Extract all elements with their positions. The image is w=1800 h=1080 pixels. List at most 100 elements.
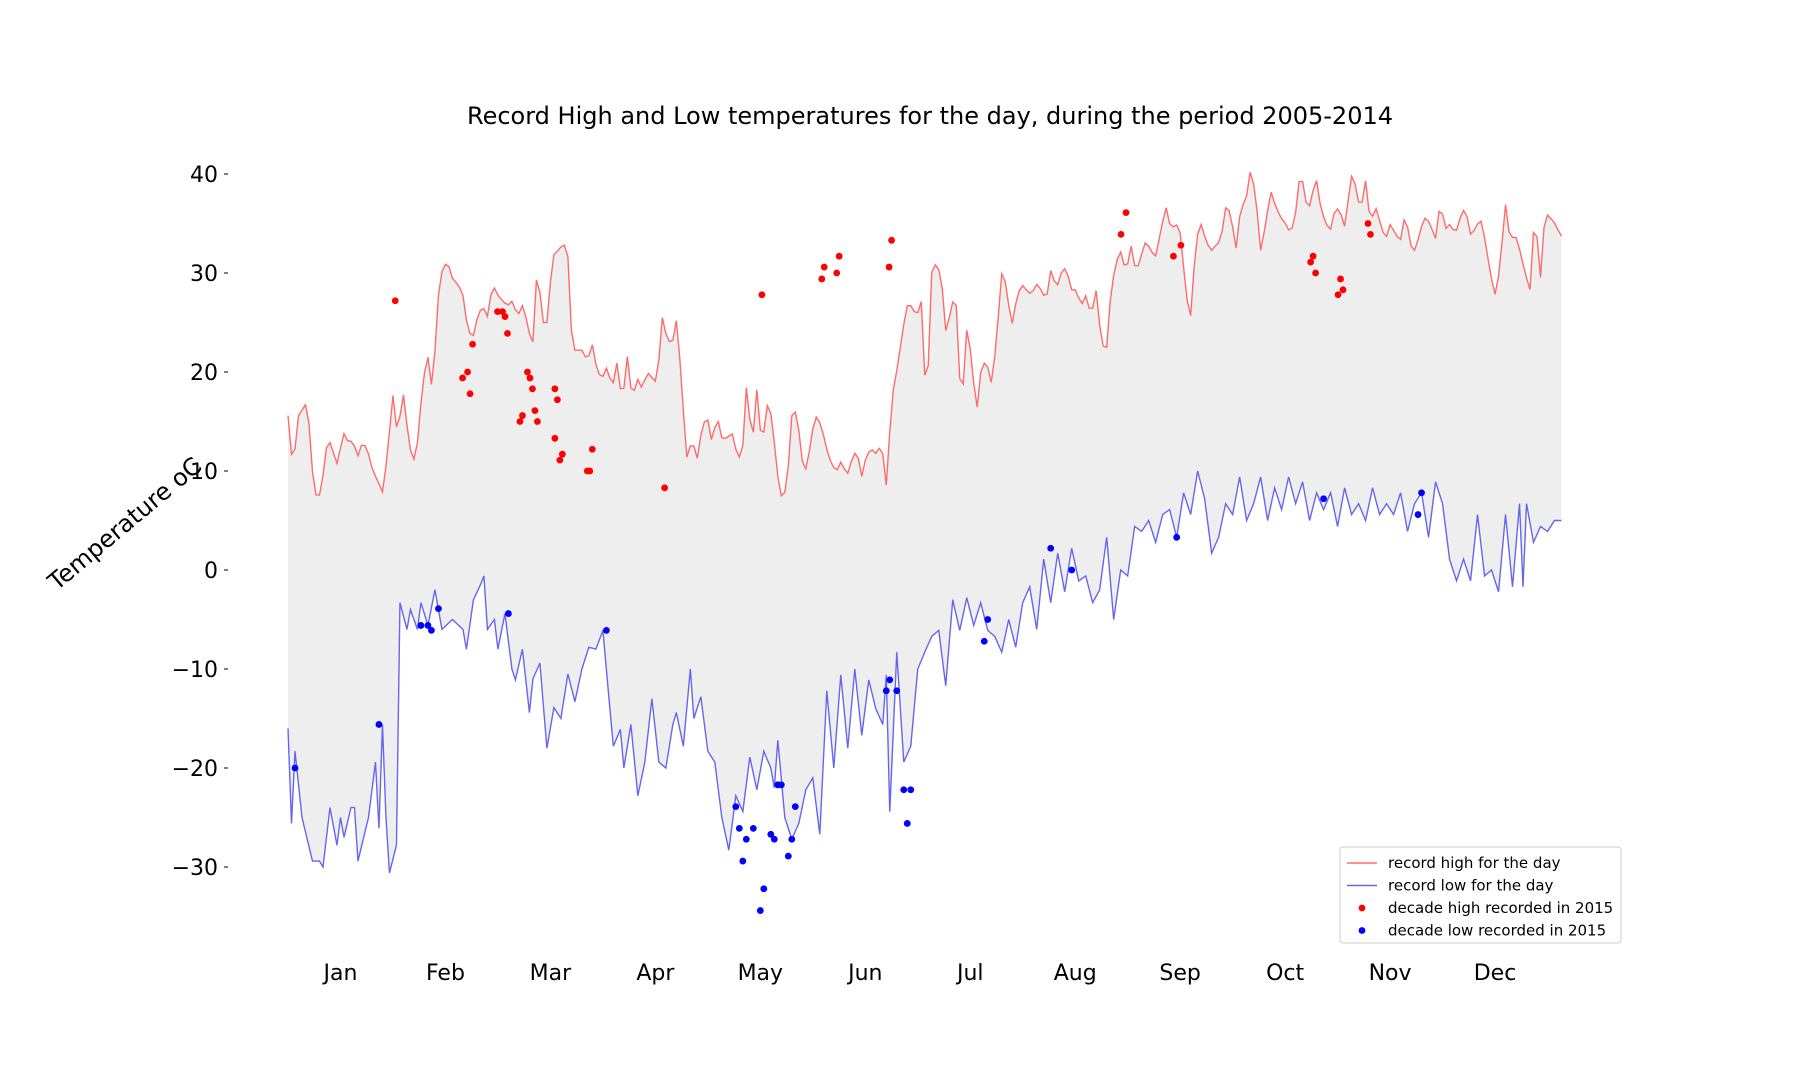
- low-2015-point: [735, 824, 743, 832]
- low-2015-point: [375, 721, 383, 728]
- low-2015-point: [788, 835, 796, 843]
- y-tick-label: 40: [190, 163, 218, 188]
- high-2015-point: [885, 263, 893, 271]
- y-tick-label: −10: [172, 658, 218, 683]
- high-2015-point: [833, 269, 841, 277]
- low-2015-point: [893, 687, 901, 695]
- high-2015-point: [553, 396, 561, 404]
- low-2015-point: [1418, 489, 1425, 497]
- x-tick-label: Dec: [1474, 961, 1517, 986]
- x-tick-label: Oct: [1266, 961, 1304, 986]
- low-2015-point: [767, 830, 775, 838]
- low-2015-point: [886, 676, 894, 684]
- legend-entry-label: record high for the day: [1388, 854, 1561, 872]
- high-2015-point: [1337, 275, 1344, 283]
- high-2015-point: [469, 340, 476, 348]
- high-2015-point: [1170, 252, 1177, 260]
- high-2015-point: [504, 329, 511, 337]
- x-tick-label: Apr: [636, 961, 675, 986]
- high-2015-point: [661, 484, 669, 492]
- low-2015-point: [739, 857, 747, 865]
- low-2015-point: [749, 824, 757, 832]
- y-tick-label: 30: [190, 262, 218, 287]
- y-axis-label: Temperature oC: [42, 452, 207, 597]
- legend-entry-label: decade low recorded in 2015: [1388, 922, 1606, 940]
- high-2015-point: [459, 374, 466, 382]
- record-low-line: [287, 470, 1562, 874]
- x-tick-label: Mar: [530, 961, 572, 986]
- x-tick-label: Jan: [322, 961, 358, 986]
- high-2015-point: [551, 434, 559, 442]
- high-2015-point: [888, 236, 895, 244]
- high-2015-point: [558, 450, 566, 458]
- high-2015-point: [1334, 291, 1342, 299]
- high-2015-point: [391, 297, 399, 305]
- low-2015-point: [428, 626, 435, 634]
- range-fill-area: [288, 172, 1562, 873]
- low-2015-point: [1047, 544, 1055, 552]
- low-2015-point: [984, 616, 992, 623]
- high-2015-point: [818, 275, 826, 283]
- low-2015-point: [742, 835, 750, 843]
- low-2015-point: [756, 907, 764, 914]
- high-2015-point: [758, 291, 766, 299]
- high-2015-point: [588, 445, 596, 453]
- low-2015-point: [602, 626, 610, 634]
- high-2015-point: [820, 263, 828, 271]
- low-2015-point: [770, 835, 778, 843]
- high-2015-point: [586, 467, 594, 475]
- low-2015-point: [1173, 533, 1181, 541]
- high-2015-point: [1339, 286, 1347, 294]
- x-tick-label: May: [738, 961, 783, 986]
- low-2015-point: [1068, 566, 1076, 574]
- high-2015-point: [516, 418, 524, 425]
- low-2015-point: [791, 803, 799, 811]
- chart-title: Record High and Low temperatures for the…: [467, 102, 1393, 130]
- low-2015-point: [732, 803, 740, 811]
- low-2015-point: [980, 637, 988, 645]
- high-2015-point: [835, 252, 843, 260]
- high-2015-point: [1117, 230, 1125, 238]
- low-2015-point: [505, 610, 512, 617]
- record-low-line-group: [287, 470, 1562, 874]
- legend: record high for the day record low for th…: [1339, 846, 1622, 944]
- y-tick-label: −30: [172, 856, 218, 881]
- low-2015-point: [882, 687, 890, 695]
- high-2015-point: [1122, 209, 1130, 217]
- low-2015-point: [784, 852, 792, 860]
- legend-entry-label: record low for the day: [1388, 877, 1554, 895]
- low-2015-point: [1414, 511, 1422, 518]
- low-2015-point: [760, 885, 768, 893]
- high-2015-point: [531, 407, 539, 415]
- high-2015-point: [466, 390, 474, 398]
- low-2015-point: [903, 820, 911, 827]
- x-tick-label: Nov: [1369, 961, 1412, 986]
- y-tick-label: 10: [190, 460, 218, 485]
- high-2015-point: [1177, 241, 1185, 249]
- record-high-line-group: [287, 172, 1563, 498]
- high-2015-point: [501, 313, 509, 320]
- low-2015-point: [435, 605, 442, 613]
- x-tick-label: Jun: [846, 961, 882, 986]
- high-2015-point: [1309, 252, 1317, 260]
- legend-entry-label: decade high recorded in 2015: [1388, 899, 1613, 917]
- x-tick-label: Aug: [1054, 961, 1097, 986]
- high-2015-point: [556, 456, 564, 464]
- legend-dot-swatch: [1358, 927, 1366, 934]
- high-2015-point: [1307, 258, 1314, 266]
- low-2015-point: [900, 786, 908, 794]
- low-2015-point: [1320, 495, 1327, 503]
- low-2015-point: [424, 622, 432, 629]
- high-2015-point: [551, 385, 559, 393]
- low-2015-point: [417, 622, 425, 629]
- y-tick-label: −20: [172, 757, 218, 782]
- x-axis: Jan Feb Mar Apr May Jun Jul Aug Sep Oct Nov Dec: [322, 961, 1517, 986]
- high-2015-point: [494, 308, 501, 316]
- high-2015-point: [1367, 230, 1374, 238]
- legend-box: [1339, 846, 1622, 944]
- range-fill: [288, 172, 1562, 873]
- high-2015-point: [1312, 269, 1319, 277]
- y-tick-label: 0: [204, 559, 218, 584]
